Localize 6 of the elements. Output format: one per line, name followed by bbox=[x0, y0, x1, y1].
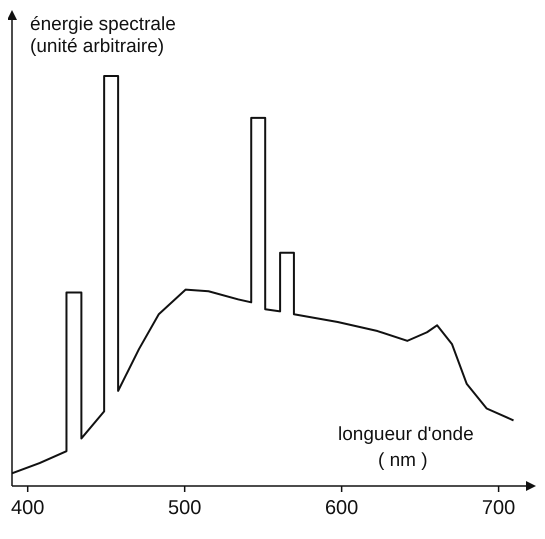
x-tick-label: 400 bbox=[11, 497, 44, 519]
x-tick-label: 600 bbox=[324, 497, 358, 519]
x-tick-label: 500 bbox=[168, 497, 202, 519]
x-axis-title: longueur d'onde ( nm ) bbox=[338, 424, 474, 471]
x-tick-label: 700 bbox=[482, 497, 516, 519]
y-axis-title: énergie spectrale (unité arbitraire) bbox=[30, 14, 176, 57]
